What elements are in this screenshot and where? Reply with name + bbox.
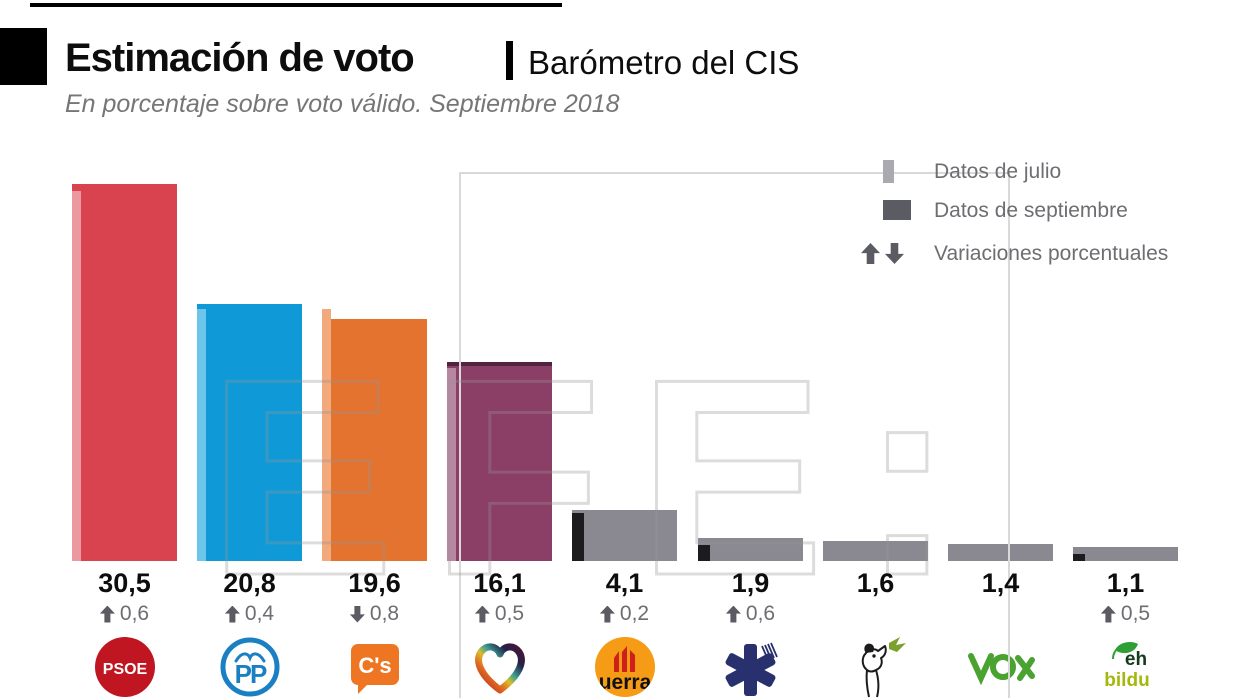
july-bar-erc — [572, 513, 584, 561]
cs-logo: C's — [312, 636, 437, 698]
variation-ciudadanos: 0,8 — [312, 602, 437, 625]
legend-variation-arrows — [861, 243, 904, 264]
value-label-eh-bildu: 1,1 — [1106, 568, 1145, 598]
value-label-ciudadanos: 19,6 — [348, 568, 401, 598]
arrow-up-icon — [725, 605, 741, 623]
arrow-down-icon — [349, 605, 365, 623]
variation-psoe: 0,6 — [62, 602, 187, 625]
variation-eh-bildu: 0,5 — [1063, 602, 1188, 625]
ehbildu-logo: eh bildu — [1063, 636, 1188, 698]
svg-text:PSOE: PSOE — [102, 661, 147, 678]
variation-value: 0,8 — [369, 602, 400, 625]
value-label-erc: 4,1 — [605, 568, 644, 598]
legend-label-variation: Variaciones porcentuales — [934, 242, 1169, 265]
value-label-pdecat: 1,9 — [731, 568, 770, 598]
value-label-unidos-podemos: 16,1 — [473, 568, 526, 598]
variation-value: 0,4 — [244, 602, 275, 625]
legend-label-september: Datos de septiembre — [934, 199, 1128, 222]
july-bar-psoe — [72, 191, 81, 561]
arrow-up-icon — [224, 605, 240, 623]
bar-pp — [197, 304, 302, 561]
arrow-up-icon — [99, 605, 115, 623]
july-bar-ciudadanos — [322, 309, 331, 561]
july-bar-pp — [197, 309, 206, 561]
bar-ciudadanos — [322, 319, 427, 561]
variation-value: 0,5 — [494, 602, 525, 625]
page-title: Estimación de voto — [65, 36, 415, 80]
pdecat-logo — [688, 636, 813, 698]
svg-text:bildu: bildu — [1104, 670, 1149, 691]
legend-swatch-july — [883, 160, 894, 183]
top-rule — [30, 3, 562, 7]
july-bar-unidos-podemos — [447, 368, 456, 561]
arrow-up-icon — [1100, 605, 1116, 623]
bar-erc — [572, 510, 677, 561]
arrow-up-icon — [861, 243, 880, 264]
pp-logo: PP — [187, 636, 312, 698]
legend-label-july: Datos de julio — [934, 160, 1062, 183]
watermark-line-horizontal — [460, 172, 1009, 174]
bar-psoe — [72, 184, 177, 561]
title-separator — [506, 41, 513, 80]
variation-value: 0,6 — [119, 602, 150, 625]
watermark-line-vertical-left — [459, 172, 461, 698]
variation-value: 0,6 — [745, 602, 776, 625]
july-bar-eh-bildu — [1073, 554, 1085, 561]
bar-vox — [948, 544, 1053, 561]
watermark-line-vertical-right — [1008, 172, 1010, 698]
erc-logo: uerra — [562, 636, 687, 698]
variation-pdecat: 0,6 — [688, 602, 813, 625]
bar-pdecat — [698, 538, 803, 561]
svg-text:PP: PP — [234, 659, 266, 689]
variation-pp: 0,4 — [187, 602, 312, 625]
value-label-pacma: 1,6 — [856, 568, 895, 598]
value-label-pp: 20,8 — [223, 568, 276, 598]
chart-description: En porcentaje sobre voto válido. Septiem… — [65, 90, 620, 118]
page-subtitle: Barómetro del CIS — [528, 44, 800, 81]
efe-black-square — [0, 28, 47, 85]
value-label-psoe: 30,5 — [98, 568, 151, 598]
svg-text:eh: eh — [1124, 649, 1146, 670]
up-logo — [437, 636, 562, 698]
pacma-logo — [813, 636, 938, 698]
arrow-up-icon — [599, 605, 615, 623]
psoe-logo: PSOE — [62, 636, 187, 698]
bar-eh-bildu — [1073, 547, 1178, 561]
variation-unidos-podemos: 0,5 — [437, 602, 562, 625]
svg-text:uerra: uerra — [598, 671, 651, 694]
vox-logo — [938, 636, 1063, 698]
july-bar-pdecat — [698, 545, 710, 561]
arrow-up-icon — [474, 605, 490, 623]
value-label-vox: 1,4 — [981, 568, 1020, 598]
svg-text:C's: C's — [358, 653, 391, 678]
bar-pacma — [823, 541, 928, 561]
arrow-down-icon — [885, 243, 904, 264]
variation-value: 0,5 — [1120, 602, 1151, 625]
legend-swatch-september — [883, 200, 911, 220]
bar-unidos-podemos — [447, 362, 552, 561]
variation-erc: 0,2 — [562, 602, 687, 625]
variation-value: 0,2 — [619, 602, 650, 625]
